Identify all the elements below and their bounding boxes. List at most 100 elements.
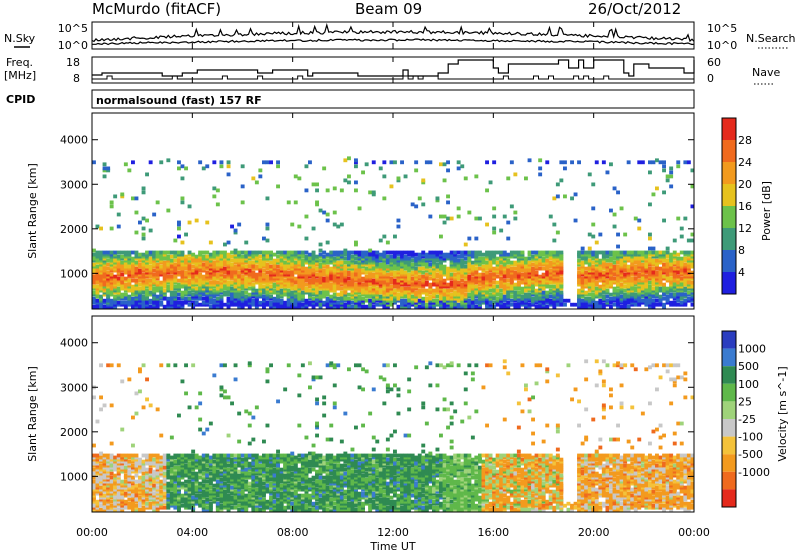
heatmap-cell (485, 296, 489, 301)
heatmap-cell (470, 252, 475, 257)
heatmap-cell (513, 292, 518, 297)
heatmap-cell (609, 274, 613, 279)
heatmap-cell (116, 495, 121, 500)
heatmap-cell (265, 284, 270, 289)
heatmap-cell (446, 268, 450, 273)
heatmap-cell (148, 260, 153, 265)
heatmap-cell (350, 258, 355, 263)
heatmap-cell (442, 288, 447, 293)
heatmap-cell (524, 282, 528, 287)
heatmap-cell (375, 296, 380, 301)
heatmap-cell (534, 278, 539, 283)
heatmap-cell (145, 282, 149, 287)
heatmap-cell (368, 256, 373, 261)
heatmap-cell (251, 250, 256, 255)
heatmap-cell (644, 254, 649, 259)
heatmap-cell (393, 298, 397, 303)
heatmap-cell (555, 266, 560, 271)
heatmap-cell (113, 290, 118, 295)
heatmap-cell (442, 280, 447, 285)
heatmap-cell (191, 292, 196, 297)
heatmap-cell (516, 260, 521, 265)
heatmap-cell (686, 250, 691, 255)
heatmap-cell (371, 296, 376, 301)
heatmap-cell (577, 272, 581, 277)
heatmap-cell (587, 172, 592, 177)
heatmap-cell (322, 278, 327, 283)
heatmap-cell (102, 256, 107, 261)
heatmap-cell (361, 252, 365, 257)
heatmap-cell (123, 479, 128, 484)
heatmap-cell (116, 268, 121, 273)
heatmap-cell (184, 264, 188, 269)
heatmap-cell (116, 477, 121, 482)
heatmap-cell (587, 288, 592, 293)
heatmap-cell (616, 276, 620, 281)
heatmap-cell (619, 290, 624, 295)
heatmap-cell (116, 258, 121, 263)
heatmap-cell (198, 256, 203, 261)
heatmap-cell (116, 487, 121, 492)
heatmap-cell (169, 455, 174, 460)
heatmap-cell (286, 304, 291, 309)
heatmap-cell (251, 290, 256, 295)
heatmap-cell (442, 282, 447, 287)
heatmap-cell (240, 276, 245, 281)
heatmap-cell (297, 292, 302, 297)
heatmap-cell (329, 286, 334, 291)
heatmap-cell (109, 276, 114, 281)
heatmap-cell (449, 274, 454, 279)
heatmap-cell (138, 463, 142, 468)
heatmap-cell (375, 272, 380, 277)
heatmap-cell (407, 290, 412, 295)
heatmap-cell (609, 298, 613, 303)
heatmap-cell (446, 168, 450, 173)
heatmap-cell (453, 294, 458, 299)
heatmap-cell (159, 433, 164, 438)
heatmap-cell (417, 292, 422, 297)
heatmap-cell (485, 282, 489, 287)
heatmap-cell (152, 268, 157, 273)
heatmap-cell (102, 475, 107, 480)
heatmap-cell (357, 270, 362, 275)
heatmap-cell (690, 250, 695, 255)
heatmap-cell (152, 461, 157, 466)
heatmap-cell (460, 284, 465, 289)
heatmap-cell (598, 232, 603, 237)
heatmap-cell (683, 288, 688, 293)
heatmap-cell (506, 274, 511, 279)
freq-label: Freq. (6, 56, 33, 69)
heatmap-cell (262, 252, 266, 257)
heatmap-cell (212, 294, 217, 299)
colorbar-frame (721, 117, 737, 295)
heatmap-cell (453, 284, 458, 289)
heatmap-cell (127, 463, 132, 468)
heatmap-cell (134, 483, 139, 488)
heatmap-cell (187, 501, 192, 506)
heatmap-cell (559, 256, 564, 261)
heatmap-cell (166, 457, 171, 462)
heatmap-cell (347, 298, 351, 303)
heatmap-cell (339, 250, 344, 255)
heatmap-cell (230, 264, 234, 269)
heatmap-cell (527, 296, 532, 301)
heatmap-cell (308, 160, 312, 165)
heatmap-cell (385, 302, 390, 307)
heatmap-cell (212, 270, 217, 275)
heatmap-cell (138, 483, 142, 488)
heatmap-cell (587, 246, 592, 251)
heatmap-cell (456, 296, 461, 301)
heatmap-cell (371, 258, 376, 263)
heatmap-cell (162, 481, 167, 486)
heatmap-cell (145, 288, 149, 293)
heatmap-cell (134, 453, 139, 458)
heatmap-cell (92, 483, 96, 488)
heatmap-cell (251, 298, 256, 303)
heatmap-cell (679, 294, 684, 299)
heatmap-cell (304, 254, 309, 259)
heatmap-cell (442, 264, 447, 269)
heatmap-cell (311, 270, 316, 275)
heatmap-cell (648, 290, 652, 295)
heatmap-cell (184, 270, 188, 275)
heatmap-cell (230, 300, 234, 305)
